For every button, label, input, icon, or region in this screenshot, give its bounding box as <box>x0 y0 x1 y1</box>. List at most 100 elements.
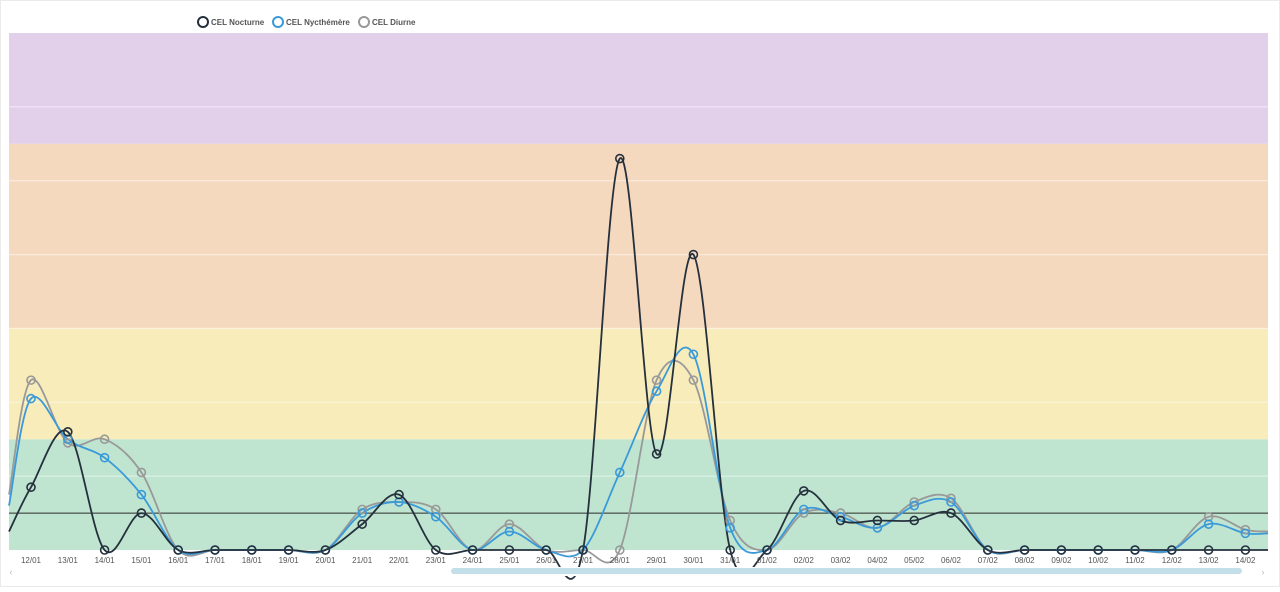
data-point-cel-nocturne[interactable] <box>394 489 404 500</box>
data-point-cel-nocturne[interactable] <box>909 515 920 526</box>
data-point-cel-nycthemere[interactable] <box>504 526 515 537</box>
data-point-cel-nocturne[interactable] <box>725 545 736 555</box>
data-point-cel-nocturne[interactable] <box>136 508 147 518</box>
data-point-cel-diurne[interactable] <box>99 434 110 445</box>
x-tick-label: 03/02 <box>831 556 852 565</box>
x-tick-label: 17/01 <box>205 556 226 565</box>
x-tick-label: 11/02 <box>1125 556 1145 565</box>
x-tick-label: 13/01 <box>58 556 79 565</box>
data-point-cel-nocturne[interactable] <box>651 449 662 459</box>
x-tick-label: 31/01 <box>720 556 741 565</box>
data-point-cel-diurne[interactable] <box>946 493 956 504</box>
legend-item-cel-diurne[interactable]: CEL Diurne <box>358 16 416 28</box>
x-tick-label: 09/02 <box>1051 556 1072 565</box>
data-point-cel-nocturne[interactable] <box>63 427 73 437</box>
data-point-cel-nycthemere[interactable] <box>26 393 36 404</box>
data-point-cel-nocturne[interactable] <box>1203 545 1214 555</box>
legend-item-cel-nycthemere[interactable]: CEL Nycthémère <box>272 16 350 28</box>
data-point-cel-nycthemere[interactable] <box>909 500 920 511</box>
x-tick-label: 12/01 <box>21 556 42 565</box>
data-point-cel-nocturne[interactable] <box>173 545 183 555</box>
series-line-cel-nocturne[interactable] <box>8 157 1268 580</box>
data-point-cel-nycthemere[interactable] <box>835 511 846 522</box>
legend-label: CEL Nycthémère <box>286 18 350 27</box>
data-point-cel-nocturne[interactable] <box>1056 545 1067 555</box>
x-tick-label: 24/01 <box>463 556 484 565</box>
band-1 <box>9 328 1268 440</box>
x-tick-label: 27/01 <box>573 556 594 565</box>
data-point-cel-nocturne[interactable] <box>1019 545 1030 555</box>
data-point-cel-nycthemere[interactable] <box>798 504 809 515</box>
data-point-cel-nocturne[interactable] <box>99 545 110 555</box>
data-point-cel-nycthemere[interactable] <box>946 497 956 507</box>
data-point-cel-nycthemere[interactable] <box>614 467 625 478</box>
data-point-cel-diurne[interactable] <box>136 467 147 478</box>
data-point-cel-diurne[interactable] <box>1240 524 1251 535</box>
data-point-cel-nocturne[interactable] <box>872 515 883 526</box>
x-tick-label: 07/02 <box>978 556 999 565</box>
x-tick-label: 21/01 <box>352 556 373 565</box>
data-point-cel-nocturne[interactable] <box>320 545 331 555</box>
data-point-cel-nocturne[interactable] <box>210 545 220 555</box>
scroll-left-arrow-icon[interactable]: ‹ <box>10 567 13 577</box>
x-tick-label: 10/02 <box>1088 556 1109 565</box>
x-tick-label: 23/01 <box>426 556 447 565</box>
x-tick-label: 30/01 <box>683 556 704 565</box>
data-point-cel-nycthemere[interactable] <box>688 349 699 360</box>
legend-item-cel-nocturne[interactable]: CEL Nocturne <box>197 16 265 28</box>
x-tick-label: 08/02 <box>1015 556 1036 565</box>
legend-marker-icon <box>272 16 284 28</box>
data-point-cel-nycthemere[interactable] <box>1203 519 1214 529</box>
data-point-cel-nocturne[interactable] <box>541 545 552 555</box>
data-point-cel-nocturne[interactable] <box>1240 545 1251 555</box>
data-point-cel-nocturne[interactable] <box>688 249 699 260</box>
x-tick-label: 25/01 <box>499 556 520 565</box>
data-point-cel-nocturne[interactable] <box>283 545 294 555</box>
data-point-cel-nycthemere[interactable] <box>99 452 110 463</box>
data-point-cel-nocturne[interactable] <box>982 545 993 555</box>
data-point-cel-nycthemere[interactable] <box>136 489 147 500</box>
data-point-cel-nocturne[interactable] <box>247 545 257 555</box>
data-point-cel-nocturne[interactable] <box>798 486 809 496</box>
data-point-cel-nocturne[interactable] <box>467 545 478 555</box>
data-point-cel-diurne[interactable] <box>63 438 73 448</box>
x-tick-label: 12/02 <box>1162 556 1183 565</box>
legend-label: CEL Diurne <box>372 18 416 27</box>
data-point-cel-nycthemere[interactable] <box>651 386 662 397</box>
horizontal-scrollbar[interactable]: ‹ › <box>10 567 1267 577</box>
data-point-cel-diurne[interactable] <box>688 375 699 385</box>
data-point-cel-nocturne[interactable] <box>26 482 36 493</box>
data-point-cel-nocturne[interactable] <box>357 519 368 529</box>
data-point-cel-nocturne[interactable] <box>504 545 515 555</box>
scrollbar-thumb[interactable] <box>451 568 1242 574</box>
data-point-cel-diurne[interactable] <box>614 545 625 555</box>
data-point-cel-diurne[interactable] <box>357 504 368 515</box>
data-point-cel-nocturne[interactable] <box>1130 545 1140 555</box>
x-tick-label: 15/01 <box>131 556 152 565</box>
data-point-cel-nocturne[interactable] <box>614 153 625 164</box>
x-tick-label: 22/01 <box>389 556 410 565</box>
data-point-cel-nocturne[interactable] <box>578 545 588 555</box>
data-point-cel-nocturne[interactable] <box>762 545 772 555</box>
x-tick-label: 04/02 <box>867 556 888 565</box>
data-point-cel-diurne[interactable] <box>651 375 662 385</box>
data-point-cel-nycthemere[interactable] <box>430 511 441 522</box>
data-point-cel-nocturne[interactable] <box>1093 545 1103 555</box>
data-point-cel-diurne[interactable] <box>909 497 920 507</box>
data-point-cel-nocturne[interactable] <box>946 508 956 518</box>
data-point-cel-nocturne[interactable] <box>1167 545 1177 555</box>
data-point-cel-nocturne[interactable] <box>835 515 846 526</box>
x-tick-label: 14/01 <box>95 556 116 565</box>
scroll-right-arrow-icon[interactable]: › <box>1262 567 1265 577</box>
data-point-cel-nycthemere[interactable] <box>1240 528 1251 539</box>
data-point-cel-diurne[interactable] <box>798 508 809 518</box>
legend-label: CEL Nocturne <box>211 18 265 27</box>
x-tick-label: 28/01 <box>610 556 631 565</box>
x-tick-label: 20/01 <box>315 556 336 565</box>
data-point-cel-nocturne[interactable] <box>430 545 441 555</box>
data-point-cel-nycthemere[interactable] <box>357 508 368 518</box>
data-point-cel-nycthemere[interactable] <box>725 523 736 533</box>
data-point-cel-diurne[interactable] <box>26 375 36 385</box>
